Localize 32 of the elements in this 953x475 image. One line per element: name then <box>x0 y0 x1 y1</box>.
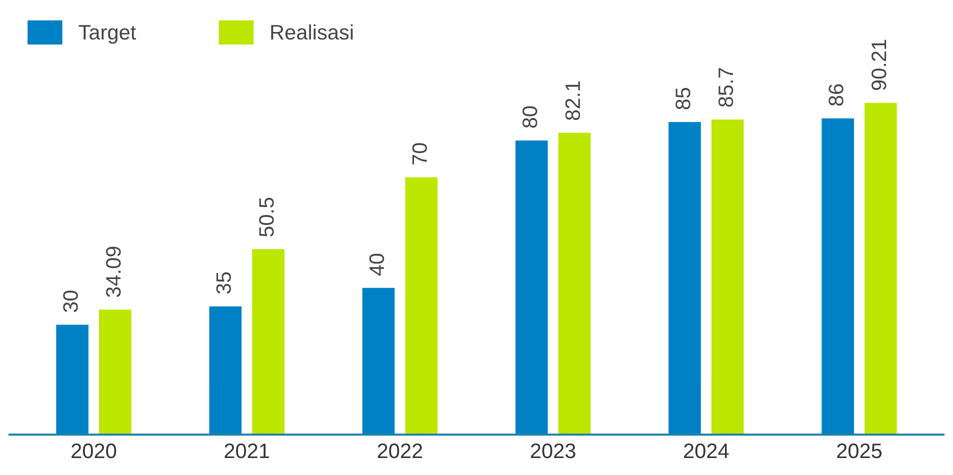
bar <box>208 304 243 435</box>
x-tick-label: 2025 <box>837 444 882 458</box>
data-label: 34.09 <box>106 246 121 298</box>
data-label: 85.7 <box>718 68 734 107</box>
x-tick-label: 2021 <box>224 444 269 458</box>
x-tick-label: 2020 <box>72 444 116 458</box>
data-label: 90.21 <box>872 40 886 90</box>
legend-label: Target <box>78 25 136 44</box>
bar <box>98 308 133 435</box>
bar <box>863 101 898 435</box>
data-label: 50.5 <box>259 198 274 237</box>
bar <box>667 120 702 435</box>
bar <box>404 176 439 435</box>
bar <box>820 116 856 435</box>
legend-label: Realisasi <box>271 24 353 40</box>
x-tick-label: 2023 <box>530 444 576 458</box>
bar <box>710 118 746 435</box>
data-label: 86 <box>828 84 844 106</box>
data-label: 82.1 <box>565 81 580 120</box>
bar <box>514 139 550 435</box>
data-label: 30 <box>63 290 78 312</box>
x-tick-label: 2022 <box>378 444 422 458</box>
bar <box>360 286 396 435</box>
data-label: 80 <box>522 106 538 128</box>
data-label: 40 <box>369 254 384 276</box>
x-tick-label: 2024 <box>684 444 729 458</box>
data-label: 85 <box>676 88 690 110</box>
bar <box>54 323 90 435</box>
data-label: 35 <box>216 272 231 294</box>
data-label: 70 <box>412 143 427 164</box>
bar <box>250 248 286 435</box>
bar <box>556 131 592 435</box>
